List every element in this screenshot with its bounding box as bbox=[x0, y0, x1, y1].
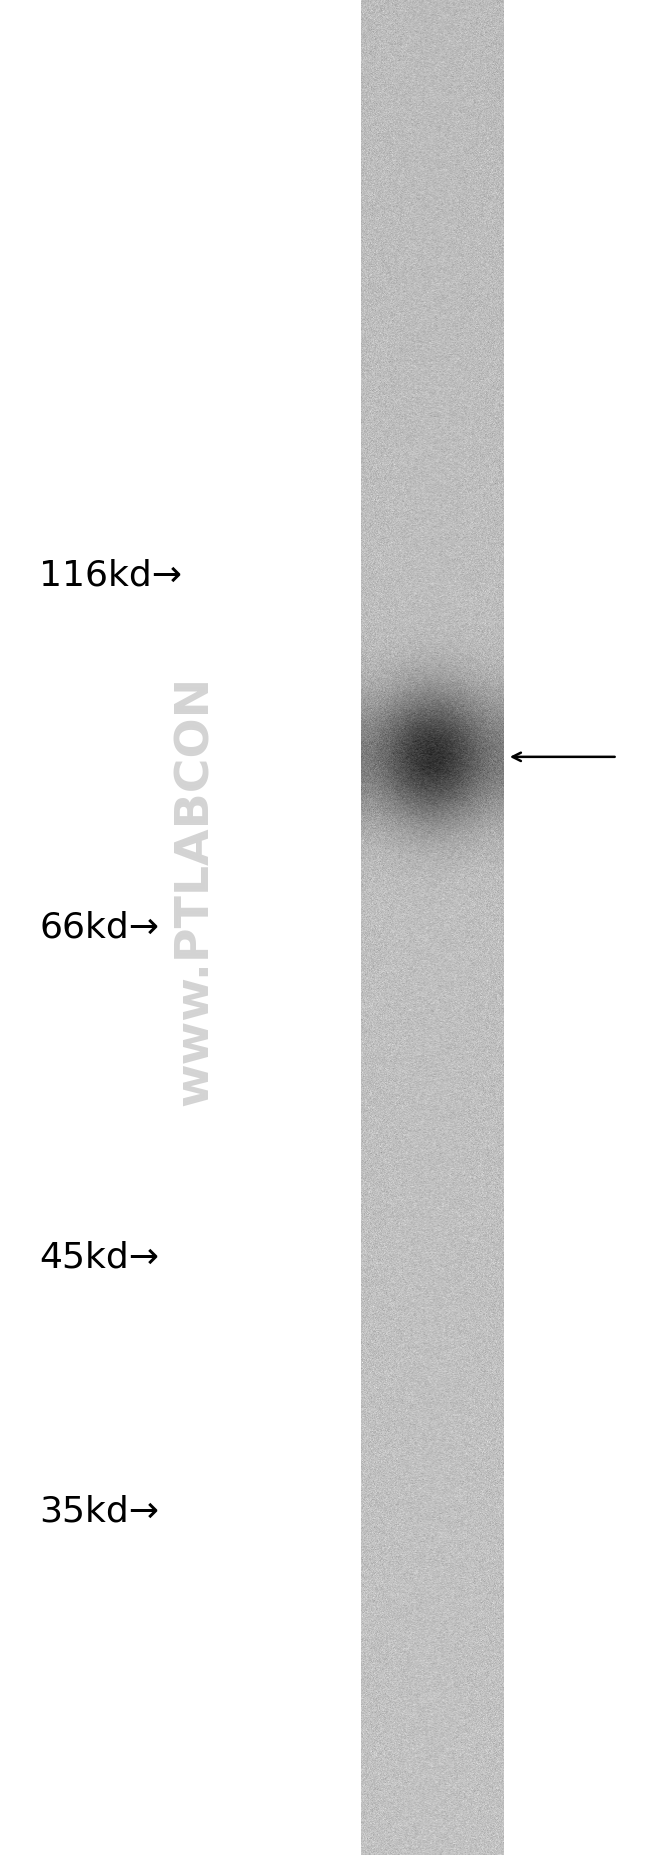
Text: 116kd→: 116kd→ bbox=[39, 558, 182, 592]
Text: 45kd→: 45kd→ bbox=[39, 1241, 159, 1274]
Text: www.PTLABCON: www.PTLABCON bbox=[172, 675, 218, 1106]
Text: 66kd→: 66kd→ bbox=[39, 911, 159, 944]
Text: 35kd→: 35kd→ bbox=[39, 1495, 159, 1529]
